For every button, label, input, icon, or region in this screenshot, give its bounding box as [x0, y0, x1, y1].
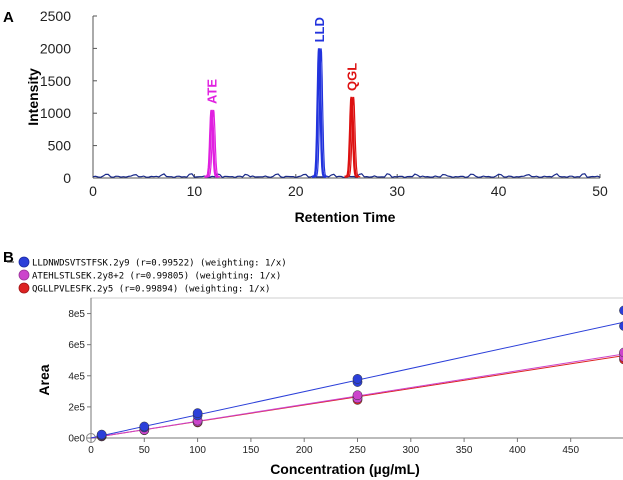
x-tick-label: 400	[509, 445, 526, 456]
x-tick-label: 50	[139, 445, 151, 456]
chromatogram-y-axis-title: Intensity	[25, 68, 41, 126]
peak-label-ate: ATE	[205, 79, 220, 104]
y-tick-label: 500	[48, 138, 72, 154]
legend-label-qgl: QGLLPVLESFK.2y5 (r=0.99894) (weighting: …	[32, 285, 270, 295]
legend-marker-ate	[18, 269, 30, 281]
x-tick-label: 0	[89, 183, 97, 199]
x-tick-label: 30	[389, 183, 405, 199]
y-tick-label: 8e5	[68, 309, 85, 320]
y-tick-label: 0e0	[68, 434, 85, 445]
blank-point-marker	[86, 433, 96, 443]
panel-b-letter: B	[3, 249, 14, 266]
calibration-x-axis-title: Concentration (µg/mL)	[270, 461, 420, 477]
peak-qgl-shoulder	[346, 96, 361, 178]
x-tick-label: 150	[243, 445, 260, 456]
x-tick-label: 200	[296, 445, 313, 456]
legend-marker-qgl	[18, 282, 30, 294]
data-point-lldnwdsvtstfsk-2y9	[192, 408, 203, 418]
x-tick-label: 50	[592, 183, 608, 199]
calibration-legend: LLDNWDSVTSTFSK.2y9 (r=0.99522) (weightin…	[7, 256, 287, 295]
x-tick-label: 10	[187, 183, 203, 199]
x-tick-label: 250	[349, 445, 366, 456]
data-point-lldnwdsvtstfsk-2y9	[139, 421, 150, 432]
data-point-atehlstlsek-2y8-2	[352, 390, 363, 401]
peak-lld-shoulder	[314, 48, 328, 178]
y-tick-label: 2500	[40, 8, 71, 24]
x-tick-label: 300	[402, 445, 419, 456]
x-tick-label: 350	[456, 445, 473, 456]
x-tick-label: 20	[288, 183, 304, 199]
data-point-lldnwdsvtstfsk-2y9	[619, 305, 623, 316]
peak-label-lld: LLD	[312, 17, 327, 42]
y-tick-label: 2000	[40, 40, 71, 56]
peak-label-qgl: QGL	[345, 63, 360, 91]
x-tick-label: 0	[88, 445, 94, 456]
y-tick-label: 0	[63, 170, 71, 186]
y-tick-label: 6e5	[68, 340, 85, 351]
peak-ate-shoulder	[206, 109, 221, 178]
x-tick-label: 100	[189, 445, 206, 456]
y-tick-label: 1000	[40, 105, 71, 121]
y-tick-label: 2e5	[68, 402, 85, 413]
calibration-chart: Concentration (µg/mL) Area 0 50 100 150 200 2…	[7, 256, 623, 477]
data-point-atehlstlsek-2y8-2	[619, 347, 623, 358]
data-point-lldnwdsvtstfsk-2y9	[352, 374, 363, 384]
panel-a-letter: A	[3, 9, 14, 26]
legend-marker-lld	[18, 256, 30, 268]
y-tick-label: 4e5	[68, 371, 85, 382]
data-point-lldnwdsvtstfsk-2y9	[619, 321, 623, 331]
legend-label-lld: LLDNWDSVTSTFSK.2y9 (r=0.99522) (weightin…	[32, 259, 287, 269]
calibration-y-axis-title: Area	[36, 364, 52, 395]
x-tick-label: 450	[562, 445, 579, 456]
chromatogram-chart: Retention Time Intensity 0 10 20 30 40 500500…	[25, 8, 608, 225]
chromatogram-x-axis-title: Retention Time	[295, 209, 396, 225]
y-tick-label: 1500	[40, 73, 71, 89]
x-tick-label: 40	[491, 183, 507, 199]
data-point-lldnwdsvtstfsk-2y9	[96, 429, 107, 440]
legend-label-ate: ATEHLSTLSEK.2y8+2 (r=0.99805) (weighting…	[32, 272, 281, 282]
